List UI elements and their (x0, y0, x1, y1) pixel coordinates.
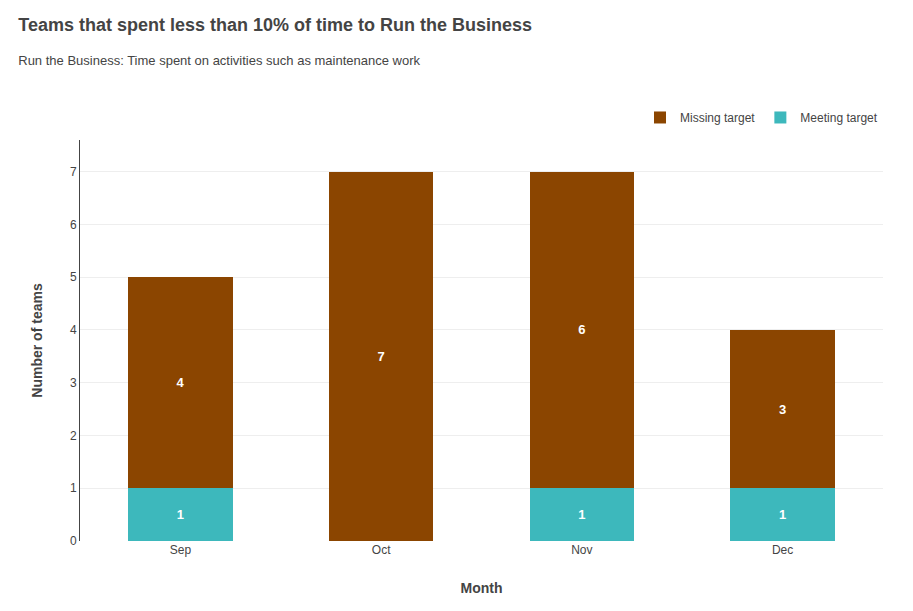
svg-text:1: 1 (177, 507, 184, 522)
svg-text:5: 5 (70, 270, 77, 284)
svg-text:Missing target: Missing target (680, 111, 755, 125)
svg-text:4: 4 (70, 323, 77, 337)
svg-text:3: 3 (70, 376, 77, 390)
svg-text:Number of teams: Number of teams (29, 283, 45, 398)
svg-text:1: 1 (779, 507, 786, 522)
svg-text:7: 7 (70, 165, 77, 179)
svg-text:Teams that spent less than 10%: Teams that spent less than 10% of time t… (18, 15, 532, 35)
svg-text:7: 7 (378, 349, 385, 364)
svg-text:6: 6 (70, 218, 77, 232)
svg-text:Oct: Oct (372, 543, 391, 557)
svg-text:Month: Month (461, 580, 503, 596)
svg-text:Run the Business: Time spent o: Run the Business: Time spent on activiti… (18, 53, 420, 68)
svg-text:2: 2 (70, 429, 77, 443)
svg-text:6: 6 (578, 322, 585, 337)
svg-text:Nov: Nov (571, 543, 592, 557)
svg-text:1: 1 (578, 507, 585, 522)
svg-text:3: 3 (779, 402, 786, 417)
svg-text:0: 0 (70, 534, 77, 548)
svg-text:Sep: Sep (170, 543, 192, 557)
svg-text:1: 1 (70, 481, 77, 495)
svg-text:Meeting target: Meeting target (800, 111, 877, 125)
svg-text:4: 4 (176, 375, 184, 390)
svg-text:Dec: Dec (772, 543, 793, 557)
